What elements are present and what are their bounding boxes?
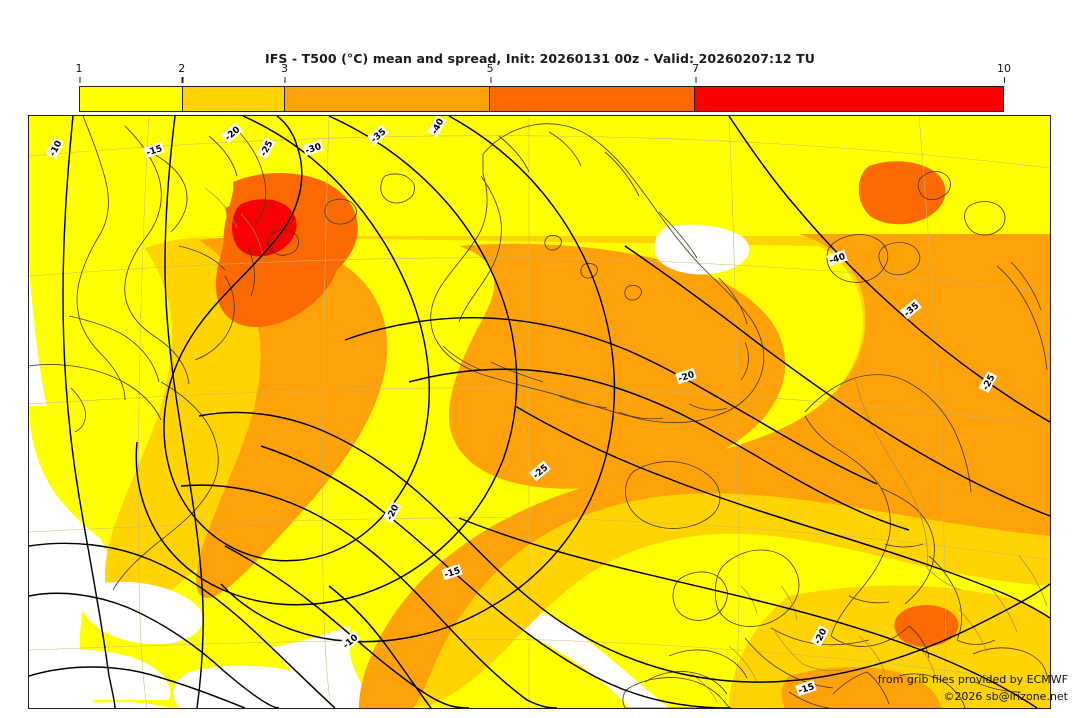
contour-label: -20	[675, 367, 697, 385]
svg-text:-15: -15	[443, 566, 462, 581]
contour-label: -15	[795, 679, 817, 697]
map-panel: -10 -15 -20 -25 -30 -35 -40 -40 -35 -25 -20 -25 -20-…	[28, 115, 1051, 709]
colorbar-segment-7-10	[695, 87, 1003, 111]
credit-source: from grib files provided by ECMWF	[877, 673, 1068, 686]
contour-label: -15	[143, 141, 165, 159]
spread-fill-5d	[894, 605, 959, 647]
contour-label: -15	[441, 563, 463, 581]
spread-hole-white-3	[29, 649, 171, 700]
colorbar-segment-2-3	[182, 87, 286, 111]
colorbar-segment-1-2	[80, 87, 183, 111]
page-title: IFS - T500 (°C) mean and spread, Init: 2…	[264, 51, 816, 66]
contour-label: -30	[302, 139, 324, 157]
svg-text:-15: -15	[797, 682, 816, 697]
spread-hole-white-4	[654, 224, 750, 275]
svg-text:-15: -15	[145, 144, 164, 159]
contours	[29, 116, 1050, 708]
map-canvas: -10 -15-20-25 -30-35 -40-40-35-25-20-25-20-…	[29, 116, 1050, 708]
svg-text:-30: -30	[304, 142, 323, 157]
spread-hole-white-1	[81, 581, 204, 645]
spread-fill-3	[196, 237, 388, 599]
graticule	[29, 116, 1050, 708]
contour-labels: -10 -15-20-25 -30-35 -40-40-35-25-20-25-20-…	[45, 116, 997, 697]
contour-label: -40	[826, 249, 848, 267]
svg-text:-20: -20	[677, 370, 696, 385]
colorbar-bands	[79, 86, 1004, 112]
credit-copyright: ©2026 sb@irizone.net	[943, 690, 1068, 703]
svg-text:-40: -40	[828, 252, 847, 267]
colorbar-segment-3-5	[285, 87, 491, 111]
colorbar: 1 2 3 5 7 10	[76, 62, 1011, 112]
colorbar-segment-5-7	[490, 87, 696, 111]
spread-fill-3c	[449, 243, 786, 489]
spread-fill-7	[232, 199, 297, 257]
